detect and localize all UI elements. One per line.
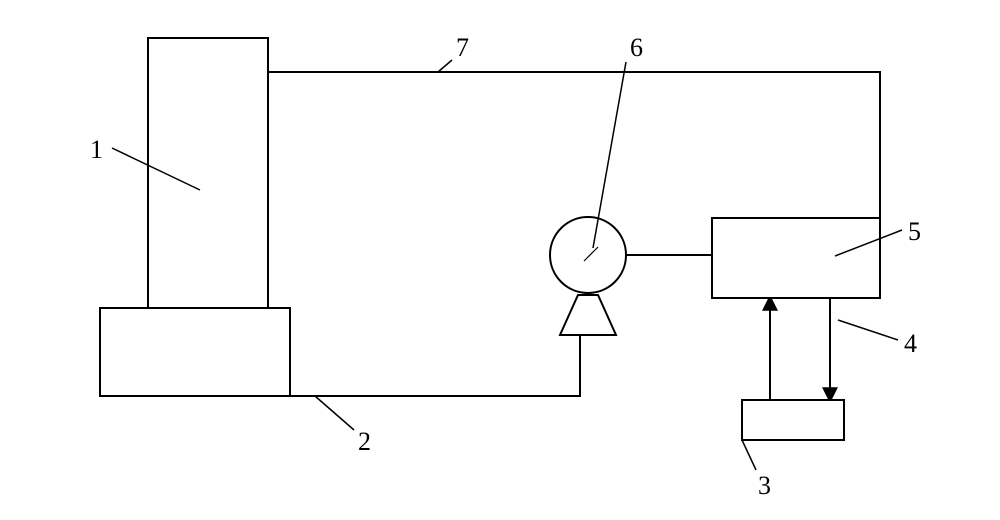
label-n2: 2 (358, 427, 371, 456)
leader-n7 (438, 60, 452, 72)
label-n7: 7 (456, 33, 469, 62)
label-n3: 3 (758, 471, 771, 500)
nodes-group (100, 38, 880, 440)
leader-n2 (315, 396, 354, 430)
label-n5: 5 (908, 217, 921, 246)
node-lower_right_small (742, 400, 844, 440)
edge-bottom-line (290, 335, 580, 396)
node-upper_right_box (712, 218, 880, 298)
leader-n3 (742, 440, 756, 470)
node-base_unit (100, 308, 290, 396)
node-pump_base (560, 295, 616, 335)
edge-top-line (268, 72, 880, 238)
schematic-diagram: 1 2 3 4 5 6 7 (0, 0, 1000, 520)
leader-n6 (593, 62, 626, 248)
node-pump_circle (550, 217, 626, 293)
leader-n4 (838, 320, 898, 340)
label-n6: 6 (630, 33, 643, 62)
label-n4: 4 (904, 329, 917, 358)
label-n1: 1 (90, 135, 103, 164)
